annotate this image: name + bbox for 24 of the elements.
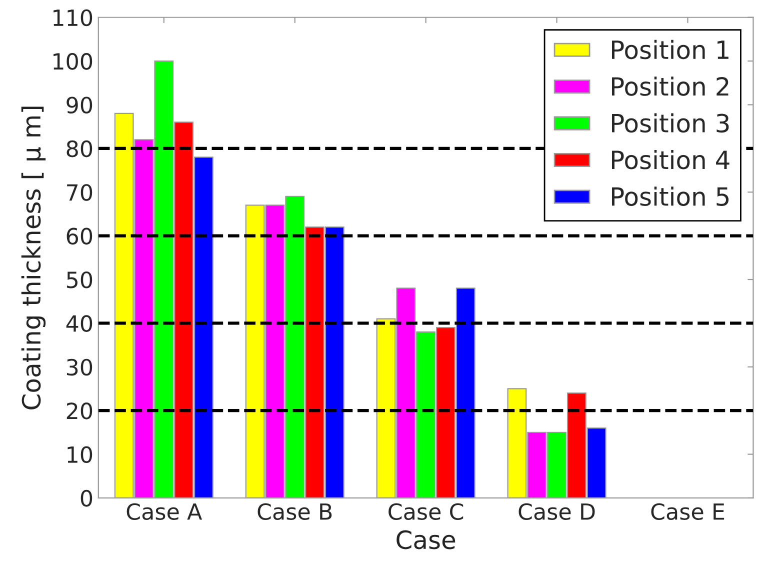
legend-label: Position 2 [612,76,728,96]
y-tick-label: 30 [66,358,92,376]
y-tick-label: 80 [66,140,92,158]
y-tick-label: 90 [66,96,92,114]
x-tick-label: Case A [126,503,202,520]
y-tick-label: 10 [68,446,92,464]
y-axis-title: Coating thickness [ μ m] [21,106,46,410]
x-axis-title: Case [396,530,456,550]
x-tick-label: Case E [651,503,724,520]
legend-label: Position 3 [612,113,729,133]
y-tick-label: 70 [67,184,92,201]
x-tick-label: Case B [258,503,332,520]
legend-label: Position 1 [612,40,728,60]
y-tick-label: 100 [54,53,92,70]
y-tick-label: 110 [54,9,92,26]
y-tick-label: 60 [66,228,92,245]
legend-label: Position 5 [612,186,729,206]
x-tick-label: Case D [518,503,595,520]
x-tick-label: Case C [388,503,464,520]
legend-label: Position 4 [612,150,730,170]
y-tick-label: 40 [66,315,92,332]
y-tick-label: 20 [66,402,92,420]
y-tick-label: 50 [66,271,92,288]
y-tick-label: 0 [80,490,92,507]
